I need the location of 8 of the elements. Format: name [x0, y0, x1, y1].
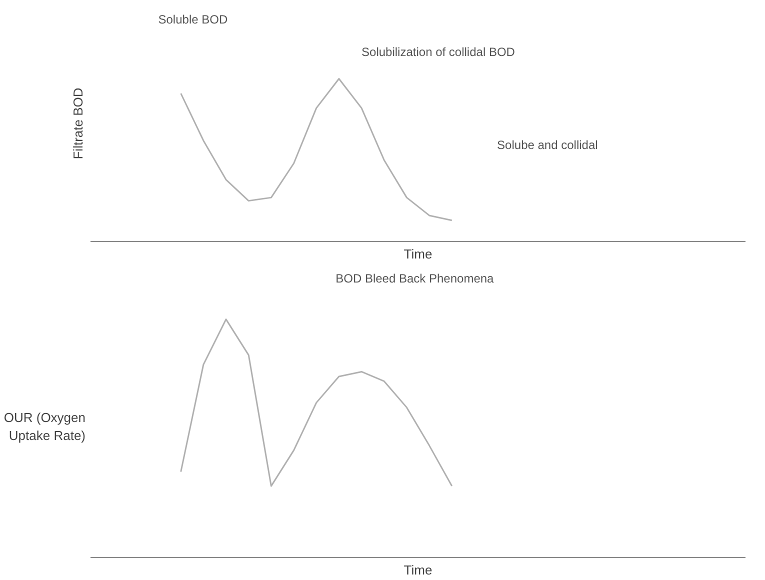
- y-axis-title: Filtrate BOD: [70, 88, 86, 160]
- text: Solube and collidal: [497, 138, 598, 152]
- text: Solubilization of collidal BOD: [362, 45, 516, 60]
- x-axis-title: Time: [404, 246, 432, 262]
- text: Soluble BOD: [158, 12, 228, 27]
- x-axis-title: Time: [404, 562, 432, 578]
- text: BOD Bleed Back Phenomena: [336, 272, 494, 286]
- y-axis-title: OUR (Oxygen Uptake Rate): [4, 410, 86, 443]
